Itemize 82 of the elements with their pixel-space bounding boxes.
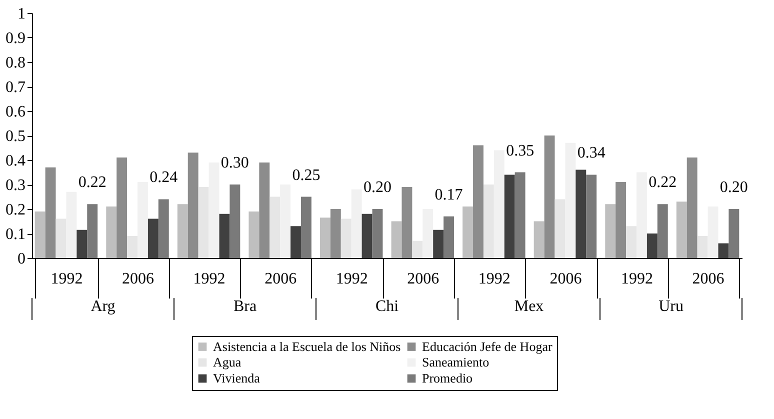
bar xyxy=(87,204,98,258)
bar xyxy=(576,170,586,258)
x-tick-label: 2006 xyxy=(407,270,440,288)
bar xyxy=(34,211,46,258)
x-tick-label: 2006 xyxy=(122,270,154,288)
bar xyxy=(230,184,240,258)
bar xyxy=(362,214,372,258)
bar xyxy=(320,218,330,258)
bar xyxy=(402,186,412,258)
x-tick-label: 1992 xyxy=(336,270,368,288)
legend-label: Saneamiento xyxy=(422,354,490,370)
bar xyxy=(646,234,658,258)
data-label: 0.34 xyxy=(577,144,606,162)
bar xyxy=(219,214,230,258)
bar xyxy=(158,199,169,258)
legend-label: Educación Jefe de Hogar xyxy=(422,338,553,354)
x-tick-label: 1992 xyxy=(193,270,226,288)
data-label: 0.20 xyxy=(720,179,748,196)
legend-label: Asistencia a la Escuela de los Niños xyxy=(213,338,401,354)
data-label: 0.25 xyxy=(292,166,320,184)
y-tick-label: 0.6 xyxy=(6,104,26,120)
bar xyxy=(433,230,444,258)
bar xyxy=(676,202,687,258)
bar xyxy=(45,167,56,258)
bar xyxy=(504,174,515,258)
bar xyxy=(728,209,740,258)
bar xyxy=(300,196,312,258)
bar xyxy=(248,211,260,258)
y-tick-label: 0.9 xyxy=(6,30,26,47)
data-label: 0.22 xyxy=(648,174,677,192)
legend-label: Promedio xyxy=(422,370,473,386)
text: Chi xyxy=(375,298,400,315)
bar xyxy=(116,158,128,258)
y-tick-label: 0.5 xyxy=(6,128,26,145)
text: Mex xyxy=(514,298,544,315)
bar xyxy=(718,243,729,258)
bar xyxy=(586,174,597,258)
bar xyxy=(177,204,188,258)
bar xyxy=(444,216,454,258)
bar xyxy=(473,145,484,258)
x-tick-label: 1992 xyxy=(621,270,653,288)
y-tick-label: 0 xyxy=(18,250,26,268)
data-label: 0.30 xyxy=(220,154,249,172)
y-tick-label: 0.8 xyxy=(6,54,26,72)
bar xyxy=(462,206,474,258)
data-label: 0.22 xyxy=(78,174,106,192)
bar xyxy=(76,230,88,258)
text: Uru xyxy=(658,298,684,315)
bar xyxy=(290,226,301,258)
x-tick-label: 2006 xyxy=(692,270,724,288)
bar xyxy=(391,221,402,258)
y-tick-label: 0.2 xyxy=(6,202,26,218)
bar xyxy=(514,172,526,258)
y-tick-label: 0.7 xyxy=(6,79,26,96)
bar xyxy=(330,209,341,258)
bar xyxy=(148,218,158,258)
bar xyxy=(372,209,383,258)
bar xyxy=(544,136,555,258)
legend-label: Agua xyxy=(213,354,242,370)
data-label: 0.20 xyxy=(363,179,392,196)
y-tick-label: 1 xyxy=(18,6,26,22)
text: Bra xyxy=(233,298,257,315)
x-tick-label: 2006 xyxy=(550,270,582,288)
bar xyxy=(657,204,668,258)
y-tick-label: 0.4 xyxy=(6,152,26,170)
x-tick-label: 2006 xyxy=(264,270,297,288)
bar xyxy=(605,204,616,258)
text: Arg xyxy=(90,298,116,315)
bar xyxy=(686,158,698,258)
data-label: 0.24 xyxy=(150,169,178,186)
data-label: 0.35 xyxy=(506,142,534,160)
legend-label: Vivienda xyxy=(213,370,260,386)
bar xyxy=(259,162,270,258)
data-label: 0.17 xyxy=(434,186,463,204)
bar xyxy=(616,182,626,258)
x-tick-label: 1992 xyxy=(50,270,83,288)
x-tick-label: 1992 xyxy=(478,270,510,288)
bar xyxy=(534,221,544,258)
bar xyxy=(188,152,198,258)
bar xyxy=(106,206,117,258)
y-tick-label: 0.3 xyxy=(6,177,26,194)
y-tick-label: 0.1 xyxy=(6,226,26,243)
